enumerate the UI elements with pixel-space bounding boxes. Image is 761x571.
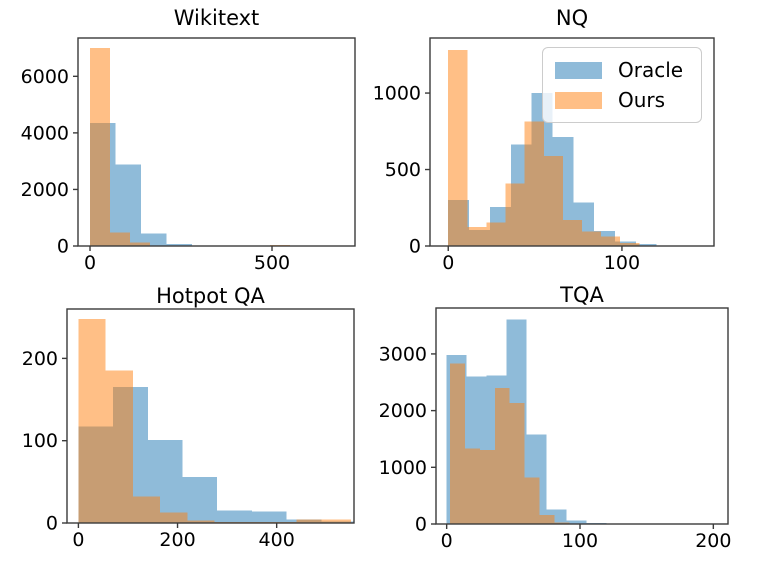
x-tick-label: 200 <box>695 530 731 552</box>
x-tick-label: 500 <box>254 252 290 274</box>
x-tick-label: 0 <box>442 252 454 274</box>
legend-label-oracle: Oracle <box>618 58 684 82</box>
y-tick-label: 2000 <box>379 400 427 422</box>
hist-bar <box>296 519 324 523</box>
hist-bar <box>323 519 352 523</box>
y-tick-label: 0 <box>409 236 421 258</box>
y-tick-label: 6000 <box>21 66 69 88</box>
hist-bar <box>182 476 218 523</box>
hist-bar <box>543 155 563 246</box>
x-tick-label: 400 <box>259 529 295 551</box>
legend-swatch-ours <box>555 91 602 109</box>
hist-bar <box>110 232 131 246</box>
x-tick-label: 200 <box>159 529 195 551</box>
hist-bar <box>562 219 582 246</box>
hist-bar <box>450 363 465 524</box>
x-tick-label: 100 <box>562 530 598 552</box>
hist-bar <box>505 183 525 246</box>
x-tick-label: 0 <box>441 530 453 552</box>
hist-bar <box>251 511 287 523</box>
hist-bar <box>554 522 570 524</box>
hist-bar <box>539 514 555 524</box>
hist-bar <box>524 477 540 524</box>
hist-bar <box>494 387 510 524</box>
legend-swatch-oracle <box>555 61 602 79</box>
subplot-wikitext: 0 500 0 2000 4000 6000 <box>21 37 356 274</box>
y-tick-label: 0 <box>46 513 58 535</box>
hist-bar <box>160 512 188 523</box>
series-oracle-bars <box>90 122 243 246</box>
subplot-hotpot-qa: 0 200 400 0 100 200 <box>22 308 355 551</box>
series-ours-bars <box>448 50 640 246</box>
axes-spines <box>435 307 729 525</box>
y-tick-label: 500 <box>385 159 421 181</box>
y-tick-label: 200 <box>22 348 58 370</box>
y-tick-label: 3000 <box>379 343 427 365</box>
hist-bar <box>620 242 640 246</box>
legend-item-ours: Ours <box>555 88 689 112</box>
axes-spines <box>66 308 355 524</box>
x-tick-label: 100 <box>604 252 640 274</box>
hist-bar <box>581 231 602 246</box>
axes-spines <box>77 37 356 247</box>
legend-item-oracle: Oracle <box>555 58 689 82</box>
hist-bar <box>601 236 621 246</box>
hist-bar <box>566 520 587 524</box>
y-tick-label: 0 <box>415 514 427 536</box>
y-tick-label: 4000 <box>21 122 69 144</box>
hist-bar <box>130 242 151 246</box>
subplot-title-tqa: TQA <box>560 283 604 307</box>
hist-bar <box>115 164 141 246</box>
legend: Oracle Ours <box>542 47 702 123</box>
y-tick-label: 1000 <box>379 457 427 479</box>
y-tick-label: 2000 <box>21 179 69 201</box>
hist-bar <box>479 450 495 524</box>
hist-bar <box>448 50 468 246</box>
subplot-title-wikitext: Wikitext <box>173 6 260 30</box>
hist-bar <box>486 222 506 246</box>
hist-bar <box>524 121 544 246</box>
hist-bar <box>90 48 111 246</box>
series-ours-bars <box>78 318 352 523</box>
hist-bar <box>132 496 161 523</box>
axes-spines <box>429 37 715 247</box>
hist-bar <box>78 318 106 523</box>
y-tick-label: 100 <box>22 430 58 452</box>
subplot-title-hotpot-qa: Hotpot QA <box>156 284 265 308</box>
subplot-title-nq: NQ <box>555 6 589 30</box>
hist-bar <box>464 448 480 524</box>
hist-bar <box>217 510 252 523</box>
x-tick-label: 0 <box>84 252 96 274</box>
hist-bar <box>187 520 215 523</box>
hist-bar <box>105 370 133 523</box>
hist-bar <box>166 244 192 246</box>
hist-bar <box>467 226 487 246</box>
y-tick-label: 1000 <box>373 83 421 105</box>
hist-bar <box>509 403 525 524</box>
y-tick-label: 0 <box>57 236 69 258</box>
x-tick-label: 0 <box>72 529 84 551</box>
legend-label-ours: Ours <box>618 88 666 112</box>
hist-bar <box>635 244 657 246</box>
